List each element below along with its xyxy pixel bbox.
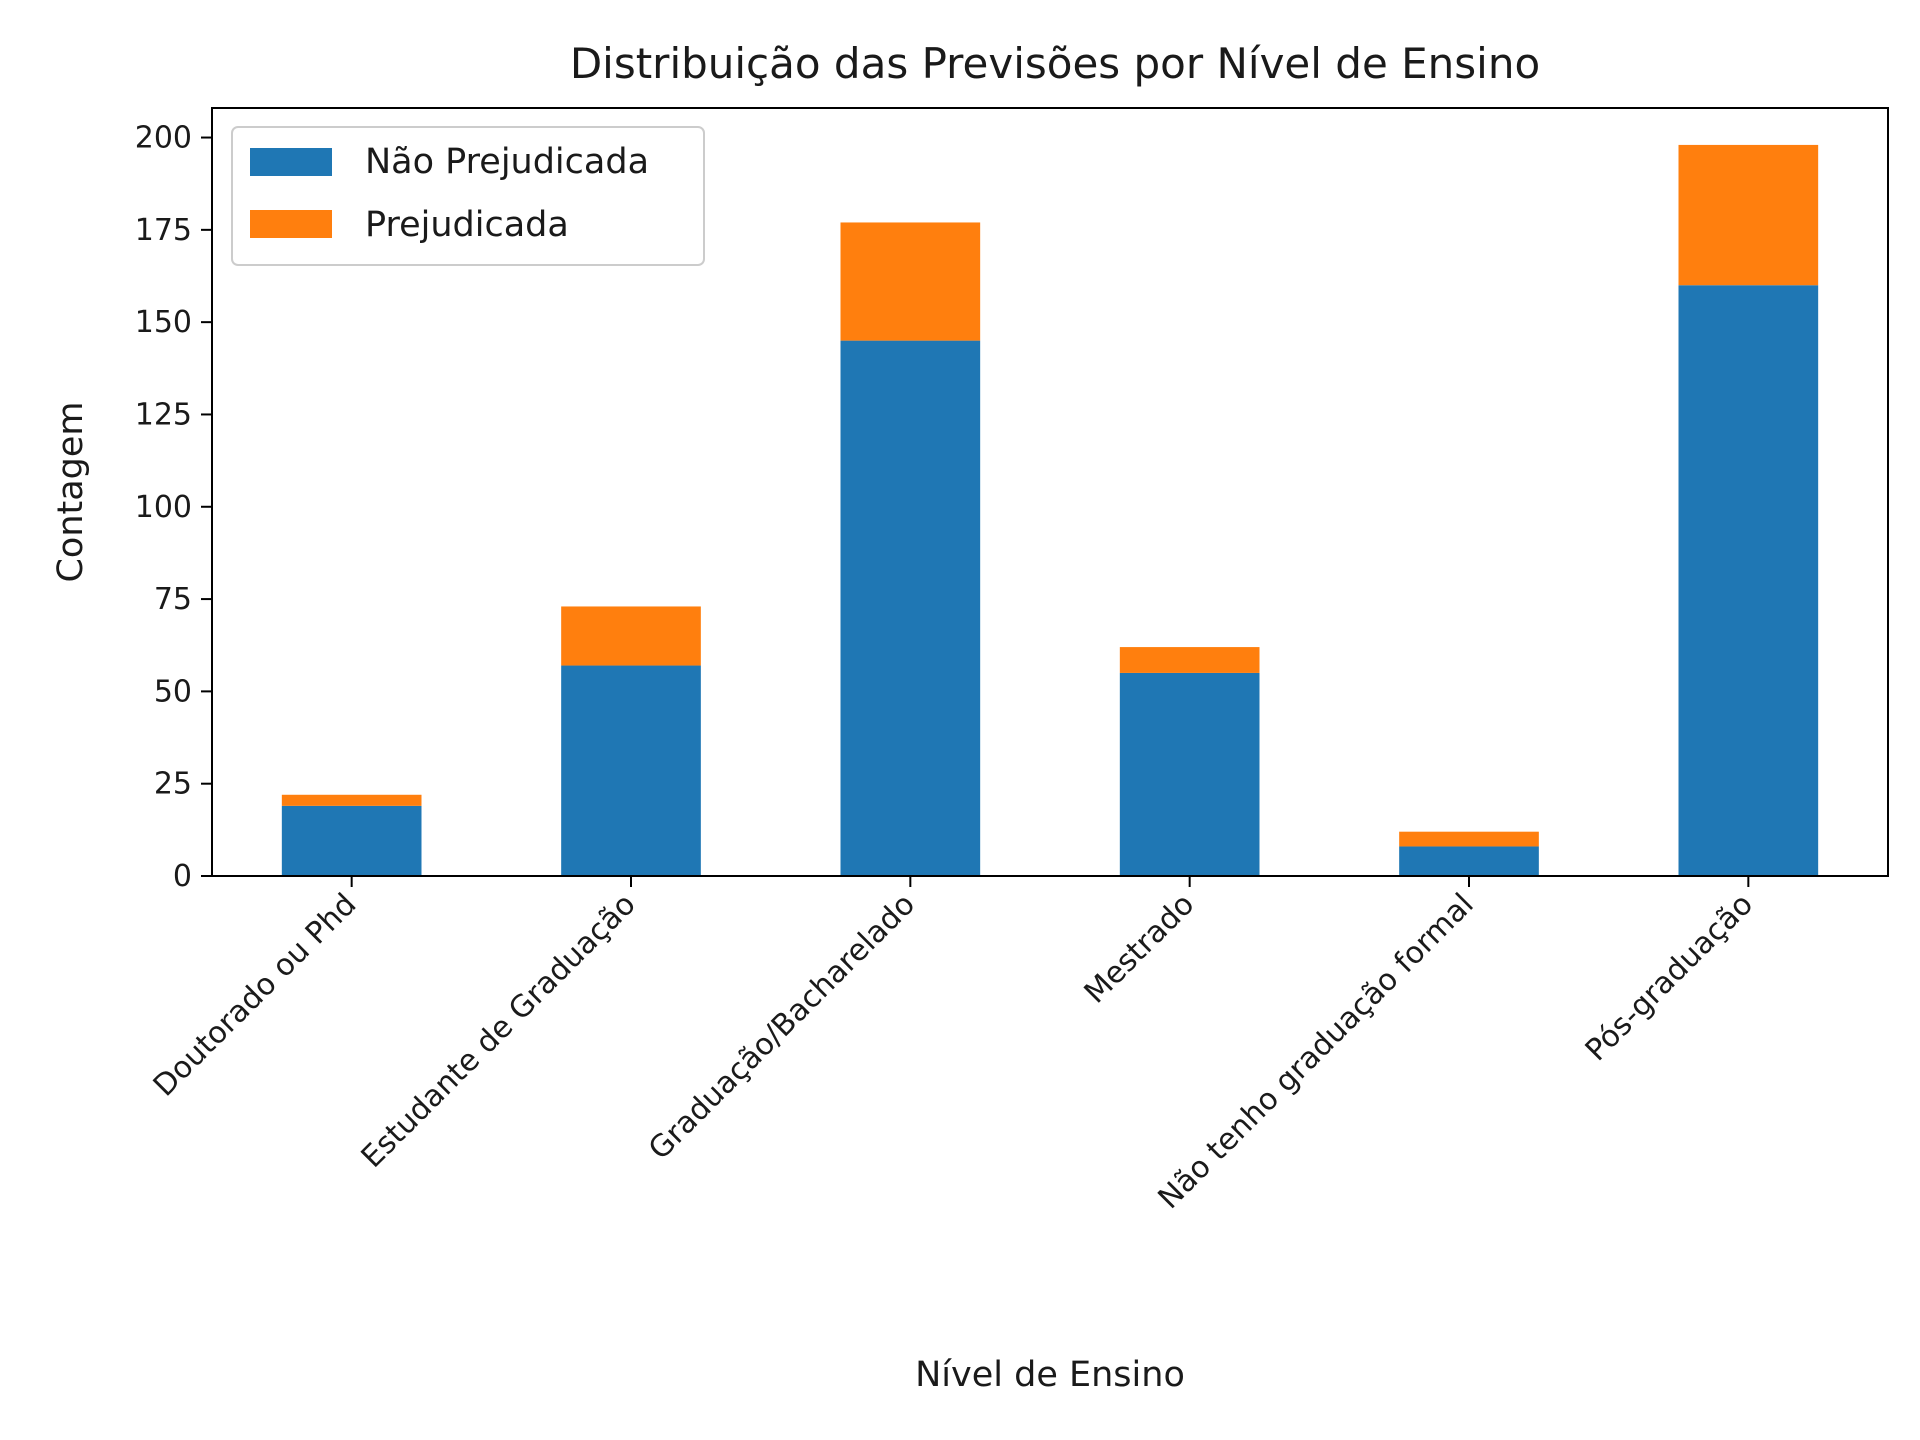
y-tick-label: 150 <box>135 305 192 340</box>
y-axis-label: Contagem <box>51 401 91 582</box>
bar-prejudicada-nao-tenho-graduacao-formal <box>1399 831 1539 847</box>
y-tick-label: 100 <box>135 490 192 525</box>
y-tick-label: 75 <box>154 582 192 617</box>
y-tick-label: 25 <box>154 767 192 802</box>
y-tick-label: 200 <box>135 121 192 156</box>
bar-nao-prejudicada-mestrado <box>1119 672 1260 876</box>
y-tick-label: 50 <box>154 674 192 709</box>
bar-prejudicada-graduacao-bacharelado <box>840 222 981 341</box>
bar-prejudicada-mestrado <box>1119 647 1260 673</box>
y-axis: 0 25 50 75 100 125 150 175 200 <box>135 121 212 894</box>
y-tick-label: 0 <box>173 859 192 894</box>
y-tick-label: 175 <box>135 213 192 248</box>
plot-area <box>281 144 1819 877</box>
legend-box <box>231 126 705 266</box>
bar-nao-prejudicada-graduacao-bacharelado <box>840 340 981 876</box>
legend-label-nao-prejudicada: Não Prejudicada <box>365 142 649 182</box>
plot-frame <box>211 107 1889 877</box>
bar-nao-prejudicada-nao-tenho-graduacao-formal <box>1399 846 1539 876</box>
bar-prejudicada-doutorado-ou-phd <box>281 794 422 806</box>
bar-nao-prejudicada-estudante-de-graduacao <box>561 665 701 876</box>
legend-swatch-prejudicada <box>250 210 332 238</box>
bar-nao-prejudicada-doutorado-ou-phd <box>281 805 422 876</box>
bar-nao-prejudicada-pos-graduacao <box>1678 285 1819 877</box>
bar-prejudicada-estudante-de-graduacao <box>561 606 701 666</box>
legend: Não Prejudicada Prejudicada <box>231 126 705 266</box>
legend-swatch-nao-prejudicada <box>250 148 332 176</box>
x-axis-label: Nível de Ensino <box>915 1355 1185 1395</box>
chart-title: Distribuição das Previsões por Nível de … <box>570 39 1540 88</box>
legend-label-prejudicada: Prejudicada <box>365 205 569 245</box>
bar-prejudicada-pos-graduacao <box>1678 144 1819 286</box>
y-tick-label: 125 <box>135 397 192 432</box>
